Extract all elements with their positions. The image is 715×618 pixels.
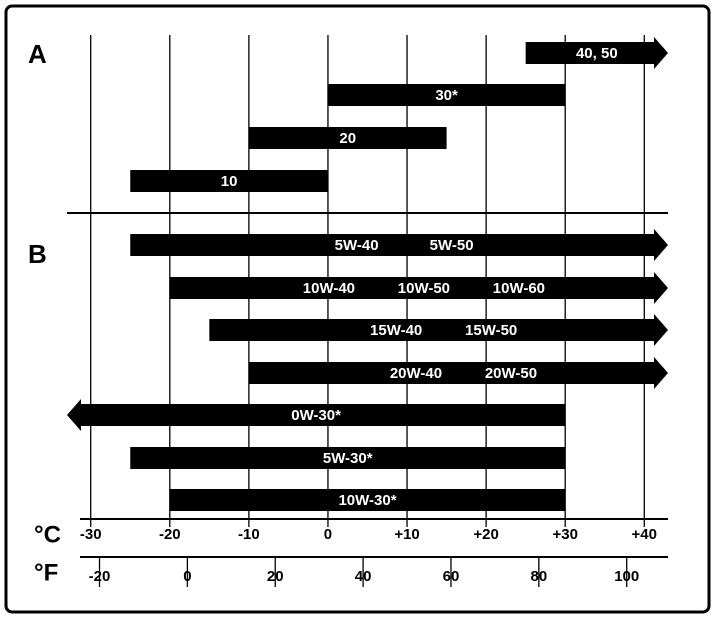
x-tick-label: -10 <box>238 526 260 543</box>
bar-label: 5W-40 <box>335 237 379 254</box>
x2-tick-label: 0 <box>183 568 191 585</box>
x2-tick-label: 100 <box>614 568 639 585</box>
c-unit: °C <box>34 521 61 548</box>
range-bar <box>169 489 566 511</box>
bar-label: 10W-30* <box>338 492 396 509</box>
bar-label: 20W-50 <box>485 365 537 382</box>
x2-tick-label: 40 <box>355 568 372 585</box>
section-label: B <box>28 239 47 269</box>
bar-label: 10 <box>221 173 238 190</box>
x-tick-label: -20 <box>159 526 181 543</box>
x-tick-label: +40 <box>632 526 657 543</box>
x-tick-label: -30 <box>80 526 102 543</box>
x2-tick-label: 20 <box>267 568 284 585</box>
bar-label: 0W-30* <box>291 407 341 424</box>
range-bar <box>169 272 669 304</box>
x-tick-label: +20 <box>473 526 498 543</box>
x-tick-label: +30 <box>552 526 577 543</box>
bar-label: 20 <box>339 130 356 147</box>
bar-label: 5W-30* <box>323 450 373 467</box>
bar-label: 15W-50 <box>465 322 517 339</box>
range-bar <box>130 170 328 192</box>
range-bar <box>327 84 566 106</box>
range-bar <box>130 229 668 261</box>
range-bar <box>248 127 447 149</box>
bar-label: 10W-60 <box>493 280 545 297</box>
x2-tick-label: 80 <box>530 568 547 585</box>
range-bar <box>248 357 668 389</box>
bar-label: 10W-50 <box>398 280 450 297</box>
section-label: A <box>28 39 47 69</box>
bar-label: 10W-40 <box>303 280 355 297</box>
range-bar <box>209 314 668 346</box>
range-bar <box>67 399 566 431</box>
bar-label: 5W-50 <box>430 237 474 254</box>
bar-label: 15W-40 <box>370 322 422 339</box>
range-bar <box>130 447 566 469</box>
bar-label: 30* <box>435 87 458 104</box>
bar-label: 20W-40 <box>390 365 442 382</box>
bar-label: 40, 50 <box>576 45 618 62</box>
x2-tick-label: -20 <box>89 568 111 585</box>
x-tick-label: +10 <box>394 526 419 543</box>
x-tick-label: 0 <box>324 526 332 543</box>
range-bar <box>525 37 668 69</box>
f-unit: °F <box>34 559 58 586</box>
x2-tick-label: 60 <box>443 568 460 585</box>
